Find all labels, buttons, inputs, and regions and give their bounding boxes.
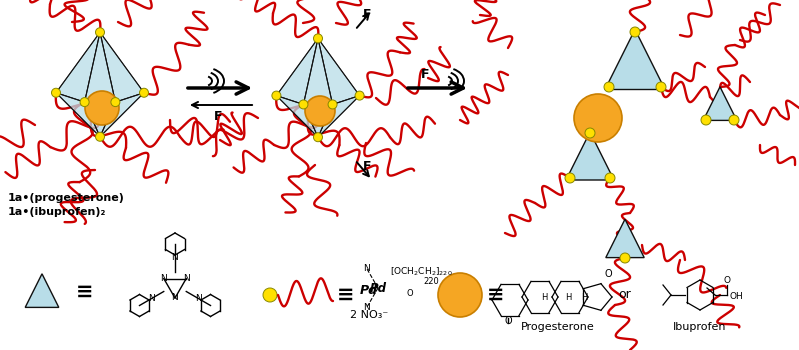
Circle shape [140, 88, 149, 97]
Circle shape [565, 173, 575, 183]
Circle shape [80, 98, 89, 107]
Text: ≡: ≡ [487, 285, 504, 305]
Polygon shape [85, 102, 115, 137]
Polygon shape [304, 38, 332, 104]
Text: ≡: ≡ [337, 285, 355, 305]
Polygon shape [276, 38, 318, 104]
Circle shape [313, 133, 323, 142]
Text: 1a•(ibuprofen)₂: 1a•(ibuprofen)₂ [8, 207, 106, 217]
Circle shape [574, 94, 622, 142]
Circle shape [729, 115, 739, 125]
Text: N: N [172, 294, 178, 302]
Polygon shape [85, 32, 115, 102]
Circle shape [85, 91, 119, 125]
Text: H: H [541, 293, 547, 302]
Polygon shape [606, 219, 644, 258]
Circle shape [438, 273, 482, 317]
Text: Progesterone: Progesterone [521, 322, 595, 332]
Polygon shape [304, 104, 332, 137]
Circle shape [96, 132, 105, 141]
Text: O: O [504, 316, 512, 326]
Circle shape [656, 82, 666, 92]
Text: Ibuprofen: Ibuprofen [674, 322, 727, 332]
Text: ≡: ≡ [76, 282, 93, 302]
Text: N: N [364, 265, 371, 273]
Polygon shape [100, 32, 144, 102]
Text: O: O [724, 276, 730, 285]
Text: F: F [421, 68, 429, 81]
Polygon shape [318, 96, 360, 137]
Circle shape [328, 100, 337, 109]
Polygon shape [100, 93, 144, 137]
Text: F: F [214, 111, 222, 124]
Polygon shape [703, 87, 737, 120]
Circle shape [701, 115, 711, 125]
Circle shape [630, 27, 640, 37]
Text: or: or [618, 288, 631, 301]
Polygon shape [56, 93, 100, 137]
Text: $\mathrm{\left[OCH_2CH_2\right]_{220}}$: $\mathrm{\left[OCH_2CH_2\right]_{220}}$ [390, 266, 452, 278]
Text: N: N [149, 294, 155, 303]
Circle shape [585, 128, 595, 138]
Text: 1a•(progesterone): 1a•(progesterone) [8, 193, 125, 203]
Text: $\mathrm{O}$: $\mathrm{O}$ [406, 287, 414, 298]
Text: N: N [161, 274, 167, 283]
Text: F: F [363, 8, 372, 21]
Circle shape [263, 288, 277, 302]
Circle shape [51, 88, 61, 97]
Text: F: F [363, 160, 372, 173]
Text: Pd: Pd [360, 284, 378, 296]
Text: N: N [183, 274, 189, 283]
Polygon shape [566, 132, 614, 180]
Polygon shape [605, 29, 665, 90]
Text: 2 NO₃⁻: 2 NO₃⁻ [350, 310, 388, 320]
Circle shape [272, 91, 281, 100]
Text: N: N [195, 294, 202, 303]
Text: 220: 220 [423, 277, 439, 286]
Text: Pd: Pd [369, 281, 387, 294]
Polygon shape [56, 32, 100, 102]
Polygon shape [318, 38, 360, 104]
Circle shape [355, 91, 364, 100]
Circle shape [96, 28, 105, 37]
Polygon shape [276, 96, 318, 137]
Circle shape [604, 82, 614, 92]
Text: H: H [565, 293, 571, 302]
Polygon shape [26, 274, 59, 307]
Circle shape [111, 98, 120, 107]
Text: H: H [581, 293, 587, 302]
Text: N: N [364, 302, 371, 312]
Text: OH: OH [729, 292, 743, 301]
Circle shape [313, 34, 323, 43]
Circle shape [299, 100, 308, 109]
Text: N: N [172, 253, 178, 262]
Circle shape [305, 96, 335, 126]
Circle shape [605, 173, 615, 183]
Circle shape [620, 253, 630, 263]
Text: O: O [604, 269, 612, 279]
